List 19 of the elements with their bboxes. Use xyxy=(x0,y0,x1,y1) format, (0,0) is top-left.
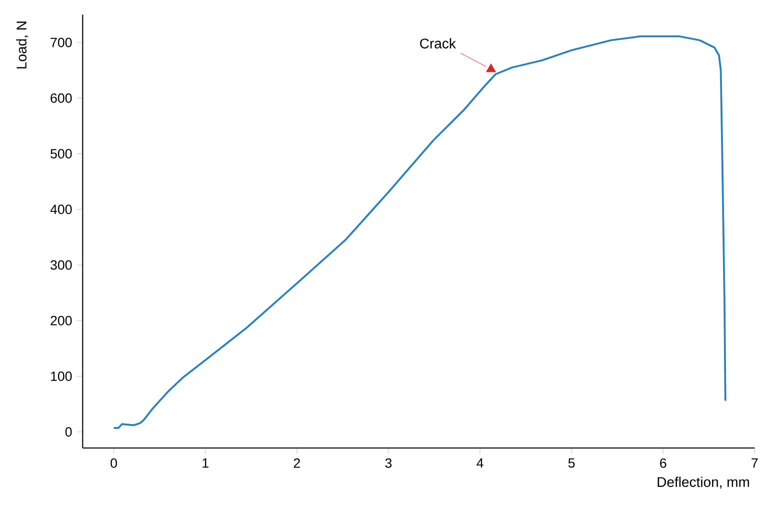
y-tick-label: 300 xyxy=(50,260,72,270)
text: Crack xyxy=(420,38,456,48)
x-tick-label: 0 xyxy=(110,458,117,468)
x-axis-title: Deflection, mm xyxy=(658,476,749,489)
x-tick-label: 3 xyxy=(385,458,392,468)
y-tick-label: 400 xyxy=(50,204,72,214)
y-tick-label: 0 xyxy=(65,427,72,437)
x-tick-label: 1 xyxy=(202,458,208,468)
y-tick-label: 700 xyxy=(50,38,72,48)
y-tick-label: 200 xyxy=(50,316,72,326)
x-tick-label: 5 xyxy=(568,458,575,468)
y-tick-label: 500 xyxy=(50,149,72,158)
x-tick-label: 4 xyxy=(476,458,484,468)
y-axis-title: Load, N xyxy=(16,22,28,68)
y-tick-label: 100 xyxy=(51,372,72,381)
y-tick-label: 600 xyxy=(50,93,72,103)
x-tick-label: 6 xyxy=(660,458,666,468)
x-tick-label: 7 xyxy=(752,458,758,468)
x-tick-label: 2 xyxy=(294,458,300,468)
